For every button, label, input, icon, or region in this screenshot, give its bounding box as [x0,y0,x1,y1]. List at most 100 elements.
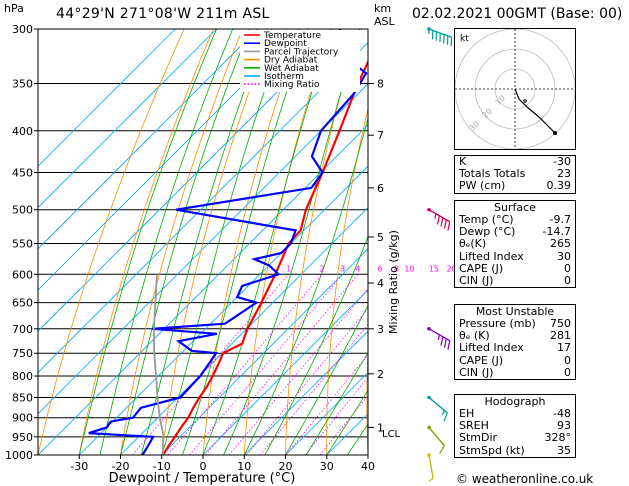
hodograph-param-value: 328° [544,431,572,445]
surface-row: Temp (°C) -9.7 [455,213,575,226]
mixing-ratio-line [132,273,289,455]
isotherm-line [38,29,341,332]
km-axis-label: km [374,2,392,15]
mixing-ratio-line [167,273,323,455]
pressure-tick-label: 800 [12,370,33,383]
dry-adiabat-line [584,29,616,455]
surface-table: Surface Temp (°C) -9.7 Dewp (°C) -14.7 θₑ(K)… [454,200,576,289]
km-tick-label: 4 [377,277,384,290]
most-unstable-label: Pressure (mb) [459,317,536,330]
legend-label: Isotherm [264,72,304,82]
most-unstable-label: θₑ (K) [459,329,490,343]
mixing-ratio-line [285,354,368,455]
most-unstable-value: 17 [557,341,571,355]
pressure-tick-label: 1000 [5,449,33,462]
hodograph-ring-label: 20 [480,106,494,120]
hodograph-param-label: SREH [459,419,489,433]
isotherm-line [202,289,368,455]
most-unstable-row: CIN (J) 0 [455,365,575,379]
wet-adiabat-line [326,389,368,455]
pressure-tick-label: 900 [12,412,33,425]
km-tick-label: 1 [377,421,384,434]
surface-row: Dewp (°C) -14.7 [455,225,575,239]
surface-title: Surface [494,201,536,214]
isotherm-line [243,330,368,455]
dry-adiabat-line [78,29,214,455]
wet-adiabat-line [161,29,287,455]
most-unstable-row: Lifted Index 17 [455,342,575,354]
mixing-ratio-line [319,394,368,455]
index-label: K [459,155,467,168]
indices-table: K -30 Totals Totals 23 PW (cm) 0.39 [454,155,576,194]
km-tick-label: 6 [377,182,384,195]
km-tick-label: 2 [377,368,384,381]
legend-label: Dry Adiabat [264,56,318,66]
dry-adiabat-line [285,29,360,455]
pressure-tick-label: 400 [12,125,33,138]
most-unstable-label: CAPE (J) [459,353,504,367]
pressure-tick-label: 650 [12,297,33,310]
hodograph-param-row: StmSpd (kt) 35 [455,444,575,457]
isotherm-line [38,29,217,209]
wind-barb [427,425,445,454]
index-value: 23 [557,167,571,181]
hodograph-table: Hodograph EH -48 SREH 93 StmDir 328° StmSpd (k… [454,394,576,458]
surface-label: Temp (°C) [459,213,514,226]
hodograph-storm-point [553,131,557,135]
hodograph-motion-marker [523,99,527,103]
most-unstable-title: Most Unstable [475,305,555,318]
surface-label: CAPE (J) [459,261,504,275]
mixing-ratio-line [259,323,368,455]
wet-adiabat-line [305,351,368,455]
legend-label: Dewpoint [264,39,307,49]
index-row: K -30 [455,155,575,168]
pressure-tick-label: 300 [12,23,33,36]
hodograph-panel: kt 10 20 30 [454,28,576,150]
wet-adiabat-line [140,29,268,455]
x-axis-title: Dewpoint / Temperature (°C) [109,471,296,486]
km-tick-label: 8 [377,78,384,91]
surface-row: θₑ(K) 265 [455,238,575,250]
dry-adiabat-line [366,341,368,455]
hodograph-unit: kt [460,34,469,44]
legend-label: Mixing Ratio [264,80,320,90]
isotherm-line [38,29,259,250]
most-unstable-label: CIN (J) [459,365,494,379]
mixing-ratio-label: 2 [320,264,325,273]
surface-label: Dewp (°C) [459,225,516,239]
asl-axis-label: ASL [374,15,395,28]
wet-adiabat-line [182,29,309,455]
most-unstable-row: θₑ (K) 281 [455,329,575,343]
temperature-tick-label: 20 [279,460,293,473]
copyright: © weatheronline.co.uk [456,472,594,486]
dry-adiabat-line [202,29,302,455]
wet-adiabat-line [99,29,234,455]
legend-label: Wet Adiabat [264,64,319,74]
km-tick-label: 5 [377,231,384,244]
hodograph-param-label: StmDir [459,431,498,445]
most-unstable-table: Most Unstable Pressure (mb) 750 θₑ (K) 281 L… [454,304,576,380]
wind-barb [427,207,451,231]
mixing-ratio-label: 1 [286,264,291,273]
temperature-profile [162,59,368,455]
wet-adiabat-line [120,29,250,455]
hodograph-param-value: -48 [553,407,571,420]
surface-value: 0 [564,273,571,287]
mixing-ratio-label: 20 [446,264,456,273]
wind-barb [427,395,448,422]
surface-label: CIN (J) [459,273,494,287]
surface-row: Lifted Index 30 [455,249,575,263]
pressure-tick-label: 350 [12,78,33,91]
surface-label: θₑ(K) [459,237,487,251]
hodograph-ring-label: 10 [493,93,507,107]
hodograph-table-title: Hodograph [484,395,546,408]
mixing-ratio-line [189,273,344,455]
surface-label: Lifted Index [459,249,524,263]
temperature-tick-label: 30 [320,460,334,473]
index-value: -30 [553,155,571,168]
mixing-ratio-label: 4 [355,264,360,273]
datetime-label: 02.02.2021 00GMT (Base: 00) [412,6,623,22]
mixing-ratio-line [246,307,368,455]
